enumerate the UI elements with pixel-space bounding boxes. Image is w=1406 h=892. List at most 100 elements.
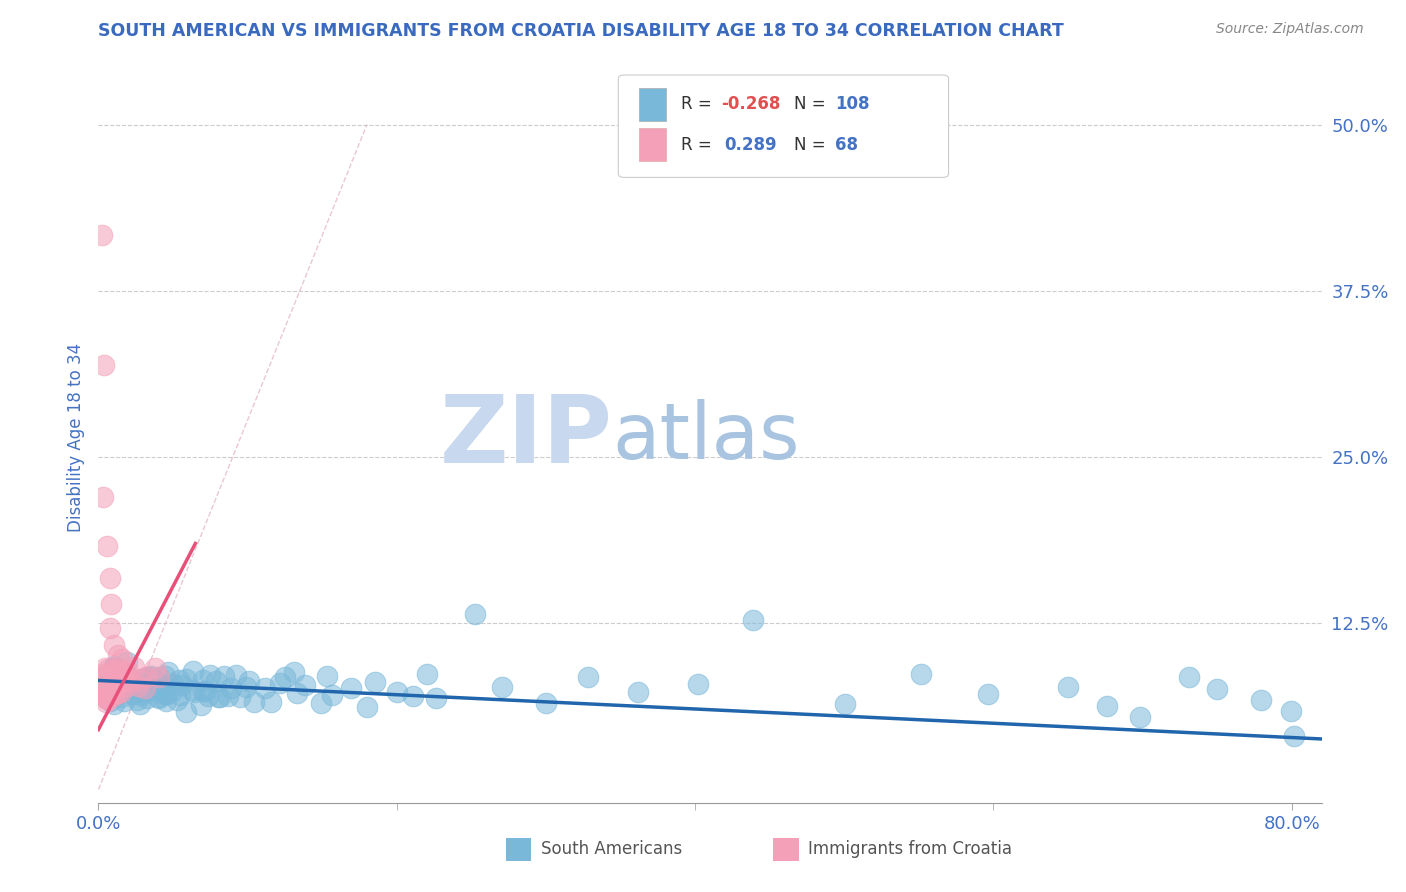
Point (112, 681, 135, 695)
Point (170, 677, 193, 691)
Point (98, 687, 121, 701)
Point (112, 673, 135, 688)
Point (96, 674, 118, 689)
Point (94, 690, 117, 705)
Point (98, 685, 121, 699)
Y-axis label: Disability Age 18 to 34: Disability Age 18 to 34 (66, 343, 84, 532)
Point (115, 667, 138, 681)
Point (103, 661, 125, 675)
Point (93, 673, 115, 687)
Text: 108: 108 (835, 95, 869, 113)
Text: R =: R = (681, 95, 717, 113)
Point (169, 688, 191, 702)
Point (114, 670, 136, 684)
Point (1250, 693, 1272, 707)
Point (534, 696, 557, 710)
Point (834, 697, 856, 711)
Point (93, 680, 115, 694)
Point (91, 681, 114, 695)
Point (180, 682, 202, 697)
Text: Source: ZipAtlas.com: Source: ZipAtlas.com (1216, 22, 1364, 37)
Point (129, 697, 152, 711)
Point (294, 678, 316, 692)
Text: South Americans: South Americans (541, 840, 682, 858)
Point (98, 571, 121, 585)
Point (91, 689, 114, 703)
Point (132, 675, 155, 690)
Point (110, 690, 132, 704)
Point (1057, 680, 1080, 694)
Point (93, 675, 115, 690)
Point (686, 677, 709, 691)
Point (162, 677, 184, 691)
Point (105, 682, 128, 697)
Point (143, 660, 166, 674)
Point (148, 671, 170, 685)
Point (156, 665, 179, 679)
Point (105, 670, 128, 684)
Point (155, 694, 177, 708)
Point (107, 686, 129, 700)
Point (212, 669, 235, 683)
Point (191, 683, 214, 698)
Text: 0.289: 0.289 (724, 136, 778, 153)
Point (120, 673, 142, 688)
Point (254, 681, 277, 695)
Point (364, 675, 387, 690)
Point (108, 673, 131, 688)
Point (101, 663, 124, 677)
Point (139, 669, 162, 683)
Point (1129, 710, 1152, 724)
Point (132, 673, 155, 687)
Point (114, 681, 136, 695)
Point (145, 684, 167, 698)
Point (103, 678, 125, 692)
Point (107, 665, 129, 679)
Point (156, 687, 179, 701)
Point (167, 673, 190, 687)
Point (104, 667, 127, 681)
Point (101, 690, 124, 704)
Point (135, 670, 157, 684)
Point (90, 227, 112, 242)
Point (115, 655, 138, 669)
Point (416, 667, 439, 681)
Point (183, 685, 205, 699)
Point (97, 679, 120, 693)
Point (98, 694, 121, 708)
Point (136, 672, 159, 686)
Point (104, 685, 127, 699)
Point (207, 690, 229, 704)
Point (125, 692, 148, 706)
Point (1279, 705, 1302, 719)
Point (100, 681, 122, 695)
Text: R =: R = (681, 136, 717, 153)
Point (129, 689, 152, 703)
Point (89, 676, 111, 690)
Point (910, 666, 932, 681)
Point (91, 680, 114, 694)
Point (93, 490, 115, 504)
Point (243, 694, 266, 708)
Point (285, 686, 308, 700)
Point (91, 666, 114, 681)
Point (132, 684, 155, 698)
Point (94, 695, 117, 709)
Point (98, 672, 121, 686)
Point (96, 540, 118, 554)
Point (98, 670, 121, 684)
Point (98, 690, 121, 704)
Point (121, 687, 143, 701)
Point (1284, 729, 1306, 743)
Point (217, 689, 239, 703)
Point (204, 674, 226, 689)
Bar (640, 128, 666, 161)
Point (104, 674, 127, 689)
Point (425, 690, 447, 705)
Text: -0.268: -0.268 (721, 95, 780, 113)
Point (112, 676, 135, 690)
Point (221, 681, 243, 695)
Text: SOUTH AMERICAN VS IMMIGRANTS FROM CROATIA DISABILITY AGE 18 TO 34 CORRELATION CH: SOUTH AMERICAN VS IMMIGRANTS FROM CROATI… (98, 22, 1064, 40)
Point (107, 648, 129, 662)
Point (191, 673, 214, 687)
